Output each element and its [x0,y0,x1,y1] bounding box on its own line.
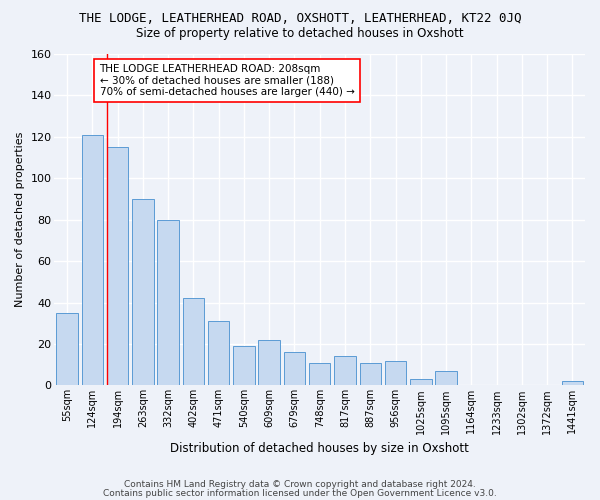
Bar [385,360,406,386]
Bar [562,381,583,386]
Text: Contains public sector information licensed under the Open Government Licence v3: Contains public sector information licen… [103,489,497,498]
Bar [82,135,103,386]
Bar [208,321,229,386]
Bar [334,356,356,386]
Text: Contains HM Land Registry data © Crown copyright and database right 2024.: Contains HM Land Registry data © Crown c… [124,480,476,489]
Text: THE LODGE LEATHERHEAD ROAD: 208sqm
← 30% of detached houses are smaller (188)
70: THE LODGE LEATHERHEAD ROAD: 208sqm ← 30%… [100,64,355,97]
Bar [359,362,381,386]
Bar [284,352,305,386]
X-axis label: Distribution of detached houses by size in Oxshott: Distribution of detached houses by size … [170,442,469,455]
Bar [107,147,128,386]
Bar [132,199,154,386]
Bar [309,362,331,386]
Text: Size of property relative to detached houses in Oxshott: Size of property relative to detached ho… [136,28,464,40]
Bar [56,313,78,386]
Y-axis label: Number of detached properties: Number of detached properties [15,132,25,308]
Bar [436,371,457,386]
Bar [259,340,280,386]
Bar [157,220,179,386]
Bar [233,346,254,386]
Text: THE LODGE, LEATHERHEAD ROAD, OXSHOTT, LEATHERHEAD, KT22 0JQ: THE LODGE, LEATHERHEAD ROAD, OXSHOTT, LE… [79,12,521,26]
Bar [410,379,431,386]
Bar [182,298,204,386]
